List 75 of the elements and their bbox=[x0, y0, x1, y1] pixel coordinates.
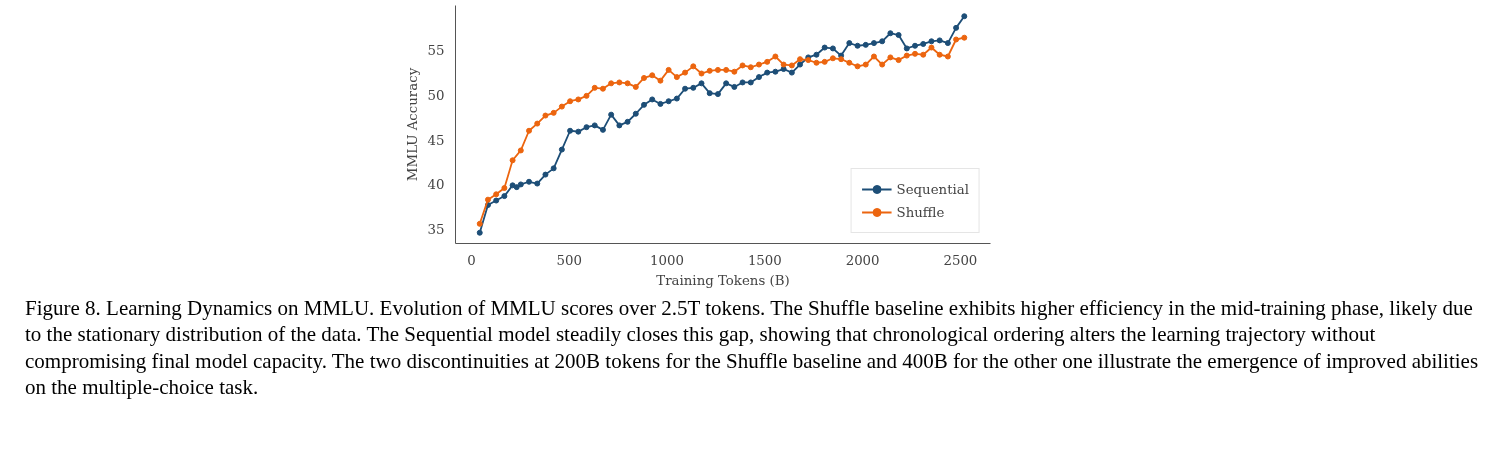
y-axis-title: MMLU Accuracy bbox=[404, 67, 420, 182]
y-tick-label: 35 bbox=[427, 222, 445, 238]
point bbox=[641, 74, 647, 81]
x-tick-label: 2000 bbox=[845, 252, 880, 268]
point bbox=[706, 67, 713, 74]
point bbox=[780, 61, 787, 68]
x-tick-label: 1500 bbox=[747, 252, 782, 268]
point bbox=[821, 58, 828, 65]
point bbox=[829, 55, 836, 62]
point bbox=[887, 54, 894, 61]
y-tick-label: 50 bbox=[427, 87, 445, 103]
point bbox=[517, 147, 524, 154]
y-tick-label: 55 bbox=[427, 43, 445, 59]
legend-label: Shuffle bbox=[896, 204, 945, 220]
point bbox=[846, 59, 853, 66]
point bbox=[731, 68, 738, 75]
point bbox=[953, 36, 960, 43]
point bbox=[534, 120, 541, 127]
point bbox=[682, 69, 689, 76]
point bbox=[747, 64, 754, 71]
point bbox=[895, 57, 902, 64]
point bbox=[870, 53, 877, 60]
point bbox=[657, 77, 664, 84]
point bbox=[862, 61, 869, 68]
point bbox=[567, 98, 574, 105]
point bbox=[583, 92, 590, 99]
point bbox=[575, 96, 582, 103]
point bbox=[509, 157, 516, 164]
point bbox=[558, 103, 565, 110]
point bbox=[526, 127, 533, 134]
point bbox=[649, 72, 656, 79]
point bbox=[608, 80, 615, 87]
point bbox=[723, 66, 730, 73]
point bbox=[599, 85, 606, 92]
point bbox=[755, 61, 762, 68]
point bbox=[665, 66, 672, 73]
point bbox=[838, 56, 845, 63]
point bbox=[879, 61, 886, 68]
point bbox=[476, 220, 483, 227]
point bbox=[673, 74, 680, 81]
point bbox=[912, 50, 919, 57]
y-tick-label: 40 bbox=[427, 177, 445, 193]
point bbox=[624, 80, 631, 87]
point bbox=[772, 53, 779, 60]
point bbox=[788, 62, 795, 69]
x-tick-label: 0 bbox=[467, 252, 476, 268]
x-axis-title: Training Tokens (B) bbox=[656, 272, 790, 288]
point bbox=[739, 62, 746, 69]
point bbox=[961, 34, 968, 41]
point bbox=[591, 84, 598, 91]
x-tick-label: 2500 bbox=[943, 252, 978, 268]
x-tick-label: 1000 bbox=[650, 252, 685, 268]
point bbox=[854, 63, 861, 70]
legend-label: Sequential bbox=[896, 181, 969, 197]
point bbox=[542, 112, 549, 119]
point bbox=[690, 63, 697, 70]
point bbox=[936, 51, 943, 58]
point bbox=[920, 51, 927, 58]
point bbox=[928, 44, 935, 51]
point bbox=[616, 79, 623, 86]
point bbox=[632, 83, 639, 90]
point bbox=[501, 185, 508, 192]
point bbox=[714, 66, 721, 73]
point bbox=[550, 109, 557, 116]
point bbox=[493, 191, 500, 198]
point bbox=[764, 58, 771, 65]
point bbox=[698, 70, 705, 77]
x-tick-label: 500 bbox=[556, 252, 583, 268]
point bbox=[944, 53, 951, 60]
y-tick-label: 45 bbox=[427, 132, 445, 148]
point bbox=[484, 196, 491, 203]
caption: Figure 8. Learning Dynamics on MMLU. Evolution of MMLU scores over 2.5T tokens. The Shuffle baseline exhibits higher efficiency in the mid-training phase, likely due to the stationary distribution of the data. The Sequential model steadily closes this gap, showing that chronological ordering alters the learning trajectory without compromising final model capacity. The two discontinuities at 200B tokens for the Shuffle baseline and 400B for the other one illustrate the emergence of improved abilities on the multiple-choice task. bbox=[25, 295, 1480, 400]
point bbox=[813, 59, 820, 66]
point bbox=[903, 52, 910, 59]
point bbox=[797, 56, 804, 63]
